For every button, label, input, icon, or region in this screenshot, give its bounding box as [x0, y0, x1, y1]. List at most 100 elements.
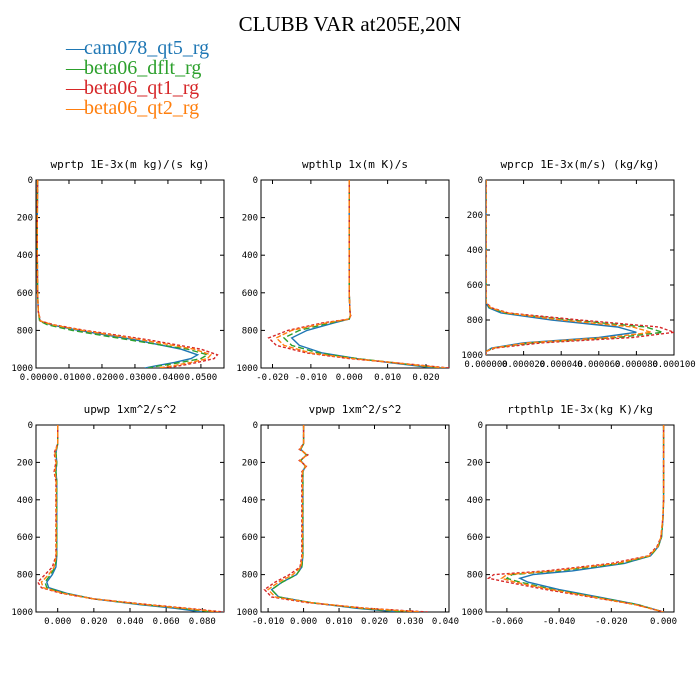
x-tick-label: 0.010: [374, 373, 401, 383]
y-tick-label: 200: [17, 214, 33, 224]
y-tick-label: 200: [467, 458, 483, 468]
legend-label: beta06_qt1_rg: [84, 77, 200, 99]
series-line-cam078_qt5_rg: [36, 180, 200, 368]
y-tick-label: 600: [467, 281, 483, 291]
panel-title: upwp 1xm^2/s^2: [84, 403, 177, 416]
x-tick-label: -0.020: [595, 617, 628, 627]
x-tick-label: 0.0400: [152, 373, 185, 383]
x-tick-label: 0.000080: [615, 360, 658, 370]
y-tick-label: 1000: [461, 608, 483, 618]
x-tick-label: 0.0200: [86, 373, 119, 383]
x-tick-label: 0.080: [189, 617, 216, 627]
x-tick-label: 0.030: [396, 617, 423, 627]
y-tick-label: 0: [253, 421, 258, 431]
x-tick-label: 0.000: [290, 617, 317, 627]
plot-frame: [260, 179, 450, 369]
x-tick-label: -0.020: [256, 373, 289, 383]
x-tick-label: -0.040: [543, 617, 576, 627]
panel-title: wpthlp 1x(m K)/s: [302, 158, 408, 171]
series-line-beta06_dflt_rg: [505, 425, 665, 612]
x-tick-label: 0.040: [116, 617, 143, 627]
panel-title: wprtp 1E-3x(m kg)/(s kg): [51, 158, 210, 171]
series-line-beta06_dflt_rg: [44, 425, 214, 612]
y-tick-label: 0: [253, 176, 258, 186]
x-tick-label: -0.010: [252, 617, 285, 627]
x-tick-label: 0.000040: [540, 360, 583, 370]
series-line-beta06_qt2_rg: [267, 425, 421, 612]
series-line-beta06_qt1_rg: [486, 180, 674, 355]
x-tick-label: 0.020: [361, 617, 388, 627]
x-tick-label: 0.020: [412, 373, 439, 383]
x-tick-label: 0.000: [44, 617, 71, 627]
x-tick-label: -0.060: [491, 617, 524, 627]
plot-frame: [485, 424, 675, 613]
series-line-cam078_qt5_rg: [290, 180, 434, 368]
panel-title: vpwp 1xm^2/s^2: [309, 403, 402, 416]
y-tick-label: 1000: [11, 364, 33, 374]
y-tick-label: 1000: [461, 351, 483, 361]
x-tick-label: 0.020: [80, 617, 107, 627]
series-line-beta06_dflt_rg: [270, 425, 407, 612]
y-tick-label: 400: [242, 251, 258, 261]
x-tick-label: 0.000: [650, 617, 677, 627]
panel-title: rtpthlp 1E-3x(kg K)/kg: [507, 403, 653, 416]
panel-title: wprcp 1E-3x(m/s) (kg/kg): [501, 158, 660, 171]
y-tick-label: 800: [17, 571, 33, 581]
y-tick-label: 800: [467, 316, 483, 326]
y-tick-label: 1000: [236, 364, 258, 374]
y-tick-label: 800: [467, 571, 483, 581]
y-tick-label: 0: [28, 176, 33, 186]
y-tick-label: 1000: [11, 608, 33, 618]
series-line-beta06_qt1_rg: [263, 425, 428, 612]
y-tick-label: 400: [467, 496, 483, 506]
y-tick-label: 600: [242, 533, 258, 543]
x-tick-label: 0.000060: [577, 360, 620, 370]
legend-entry: —beta06_dflt_rg: [66, 58, 209, 78]
x-tick-label: 0.040: [432, 617, 459, 627]
series-line-cam078_qt5_rg: [486, 180, 637, 355]
series-line-beta06_qt2_rg: [40, 425, 219, 612]
series-line-cam078_qt5_rg: [270, 425, 400, 612]
x-tick-label: -0.010: [295, 373, 328, 383]
x-tick-label: 0.0500: [185, 373, 218, 383]
y-tick-label: 400: [467, 246, 483, 256]
series-line-beta06_qt2_rg: [500, 425, 665, 612]
series-line-cam078_qt5_rg: [517, 425, 665, 612]
y-tick-label: 800: [242, 571, 258, 581]
y-tick-label: 400: [242, 496, 258, 506]
x-tick-label: 0.000000: [464, 360, 507, 370]
y-tick-label: 400: [17, 496, 33, 506]
legend-entry: —cam078_qt5_rg: [66, 38, 209, 58]
figure-title: CLUBB VAR at205E,20N: [238, 12, 462, 36]
y-tick-label: 0: [28, 421, 33, 431]
y-tick-label: 800: [17, 326, 33, 336]
x-tick-label: 0.010: [325, 617, 352, 627]
series-line-beta06_qt2_rg: [36, 180, 213, 368]
plot-frame: [485, 179, 675, 356]
legend-label: beta06_dflt_rg: [84, 57, 202, 79]
series-line-beta06_dflt_rg: [282, 180, 442, 368]
legend: —cam078_qt5_rg —beta06_dflt_rg —beta06_q…: [66, 38, 209, 118]
series-line-beta06_qt1_rg: [36, 180, 219, 368]
x-tick-label: 0.060: [153, 617, 180, 627]
plot-frame: [35, 179, 225, 369]
x-tick-label: 0.000100: [652, 360, 695, 370]
x-tick-label: 0.0100: [53, 373, 86, 383]
series-line-beta06_qt1_rg: [486, 425, 665, 612]
y-tick-label: 200: [467, 211, 483, 221]
series-line-beta06_qt1_rg: [267, 180, 449, 368]
y-tick-label: 600: [242, 289, 258, 299]
plot-frame: [35, 424, 225, 613]
y-tick-label: 600: [467, 533, 483, 543]
y-tick-label: 600: [17, 533, 33, 543]
y-tick-label: 0: [478, 421, 483, 431]
legend-label: beta06_qt2_rg: [84, 97, 200, 119]
y-tick-label: 200: [242, 214, 258, 224]
series-line-beta06_dflt_rg: [486, 180, 663, 355]
series-line-beta06_dflt_rg: [36, 180, 210, 368]
y-tick-label: 800: [242, 326, 258, 336]
legend-label: cam078_qt5_rg: [84, 37, 210, 59]
plot-frame: [260, 424, 450, 613]
x-tick-label: 0.000020: [502, 360, 545, 370]
x-tick-label: 0.0000: [20, 373, 53, 383]
